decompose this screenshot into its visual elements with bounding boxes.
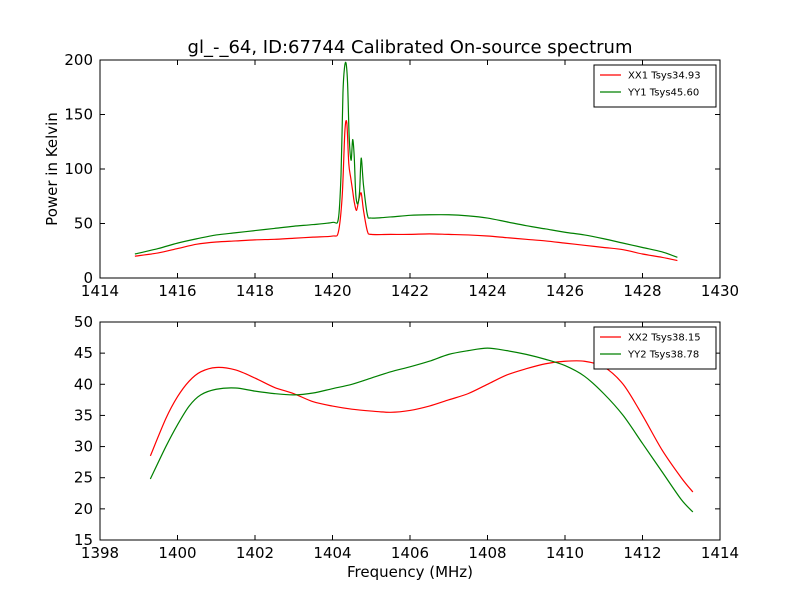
x-tick-label: 1428 [623, 282, 661, 300]
plot-1: 1414 1416 1418 1420 1422 1424 1426 1428 1430 0 50 1… [43, 51, 739, 300]
x-axis-label: Frequency (MHz) [347, 563, 473, 581]
y-tick-label: 150 [64, 106, 93, 124]
x-tick-label: 1426 [546, 282, 584, 300]
x-tick-label: 1416 [158, 282, 196, 300]
x-tick-label: 1422 [391, 282, 429, 300]
series-line-2 [134, 61, 678, 258]
y-tick-label: 15 [74, 531, 93, 549]
x-tick-label: 1408 [468, 544, 506, 562]
y-tick-label: 45 [74, 344, 93, 362]
legend: XX2 Tsys38.15 YY2 Tsys38.78 [593, 326, 717, 370]
x-tick-label: 1412 [623, 544, 661, 562]
y-tick-label: 50 [74, 313, 93, 331]
x-tick-label: 1430 [701, 282, 739, 300]
x-tick-label: 1418 [236, 282, 274, 300]
x-tick-label: 1424 [468, 282, 506, 300]
y-tick-label: 40 [74, 375, 93, 393]
y-tick-label: 0 [83, 269, 93, 287]
plots-group: 1414 1416 1418 1420 1422 1424 1426 1428 14300501… [43, 51, 739, 581]
legend-label: YY2 Tsys38.78 [627, 350, 699, 361]
y-tick-label: 25 [74, 469, 93, 487]
x-tick-label: 1414 [701, 544, 739, 562]
legend-label: XX1 Tsys34.93 [628, 71, 701, 82]
y-tick-label: 20 [74, 500, 93, 518]
y-tick-label: 30 [74, 438, 93, 456]
legend: XX1 Tsys34.93 YY1 Tsys45.60 [593, 64, 717, 108]
y-tick-label: 100 [64, 160, 93, 178]
x-tick-label: 1410 [546, 544, 584, 562]
x-tick-label: 1400 [158, 544, 196, 562]
x-tick-label: 1404 [313, 544, 351, 562]
y-tick-label: 50 [74, 215, 93, 233]
legend-box [593, 64, 717, 108]
y-tick-label: 35 [74, 406, 93, 424]
x-tick-label: 1406 [391, 544, 429, 562]
x-tick-label: 1398 [81, 544, 119, 562]
y-tick-label: 200 [64, 51, 93, 69]
legend-label: YY1 Tsys45.60 [627, 88, 699, 99]
series-lines [134, 61, 678, 262]
x-tick-label: 1414 [81, 282, 119, 300]
x-tick-label: 1402 [236, 544, 274, 562]
plot-2: 1398 1400 1402 1404 1406 1408 1410 1412 1414 15 20… [74, 313, 739, 581]
series-line-2 [149, 347, 694, 513]
legend-box [593, 326, 717, 370]
legend-label: XX2 Tsys38.15 [628, 333, 701, 344]
figure-title: gl_-_64, ID:67744 Calibrated On-source s… [188, 37, 633, 58]
y-axis-label: Power in Kelvin [43, 112, 61, 226]
x-tick-label: 1420 [313, 282, 351, 300]
